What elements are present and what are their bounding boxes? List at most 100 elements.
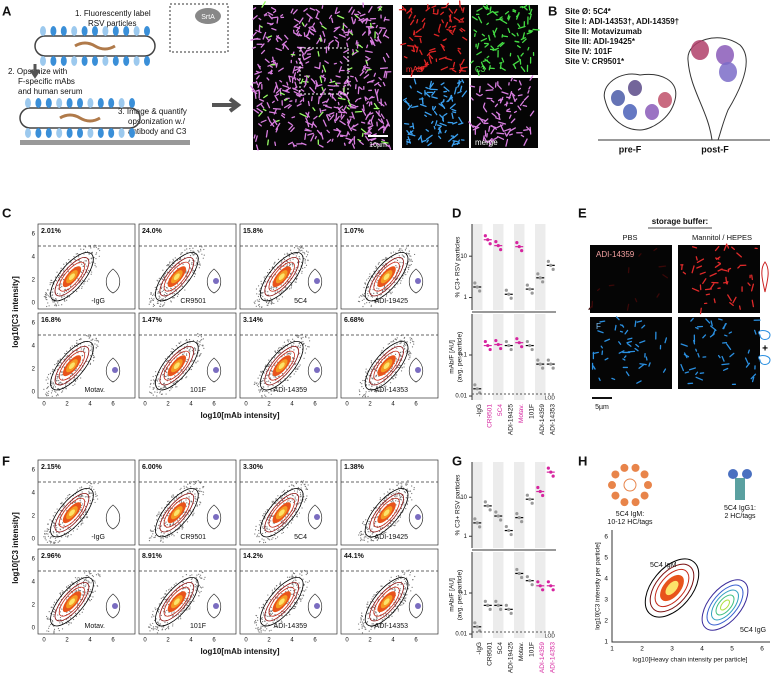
event-dot [96, 495, 98, 497]
particle [407, 44, 415, 47]
site-marker [112, 367, 118, 373]
event-dot [295, 278, 297, 280]
contour [369, 346, 404, 386]
label: 6 [313, 402, 317, 408]
particle [351, 50, 359, 56]
event-dot [190, 268, 192, 270]
event-dot [151, 297, 153, 299]
event-dot [409, 352, 411, 354]
event-dot [190, 500, 192, 502]
event-dot [50, 540, 52, 543]
event-dot [52, 387, 54, 389]
event-dot [164, 298, 166, 301]
contour [383, 509, 390, 517]
event-dot [150, 291, 152, 294]
event-dot [173, 499, 176, 501]
event-dot [394, 286, 396, 288]
particle [370, 36, 375, 44]
event-dot [172, 615, 174, 617]
event-dot [64, 300, 66, 302]
event-dot [82, 608, 85, 610]
event-dot [89, 262, 91, 264]
event-dot [148, 391, 151, 393]
particle [451, 112, 454, 120]
particle [357, 138, 362, 142]
event-dot [82, 495, 84, 497]
label: 0 [32, 301, 36, 307]
event-dot [176, 531, 178, 534]
event-dot [171, 495, 173, 497]
particle [369, 96, 375, 99]
label: 6 [32, 321, 36, 327]
event-dot [66, 589, 68, 592]
event-dot [165, 521, 167, 523]
event-dot [76, 252, 79, 255]
event-dot [262, 380, 264, 382]
event-dot [276, 536, 279, 538]
event-dot [408, 253, 411, 255]
event-dot [369, 531, 371, 533]
event-dot [361, 295, 363, 297]
event-dot [84, 585, 86, 587]
particle [336, 130, 342, 138]
particle [275, 81, 279, 90]
event-dot [157, 626, 159, 628]
event-dot [164, 629, 166, 631]
event-dot [69, 502, 72, 504]
particle [333, 106, 340, 109]
particle [408, 13, 412, 19]
event-dot [60, 523, 62, 525]
flow-plot [239, 312, 338, 399]
particle [287, 121, 293, 126]
event-dot [66, 355, 69, 357]
event-dot [296, 499, 298, 501]
event-dot [377, 279, 379, 281]
particle [254, 71, 263, 75]
event-dot [362, 379, 364, 382]
particle [258, 111, 264, 117]
particle [377, 118, 383, 124]
particle [520, 52, 524, 57]
event-dot [274, 350, 276, 352]
event-dot [157, 301, 159, 303]
flow-plot [138, 548, 237, 635]
event-dot [155, 626, 157, 628]
particle [485, 89, 494, 92]
particle [290, 127, 295, 133]
event-dot [69, 583, 71, 586]
particle [313, 115, 318, 120]
event-dot [287, 500, 289, 502]
event-dot [195, 498, 197, 500]
event-dot [305, 348, 308, 350]
event-dot [294, 253, 296, 255]
event-dot [85, 592, 87, 594]
f-protein [129, 128, 135, 138]
particle [368, 6, 373, 13]
event-dot [56, 535, 58, 537]
event-dot [199, 264, 201, 266]
event-dot [308, 346, 310, 348]
event-dot [94, 501, 96, 504]
event-dot [396, 347, 398, 349]
f-protein [60, 26, 67, 36]
event-dot [258, 290, 261, 292]
event-dot [383, 378, 385, 380]
event-dot [66, 350, 68, 352]
event-dot [394, 345, 396, 347]
event-dot [169, 507, 171, 510]
event-dot [79, 364, 81, 366]
event-dot [168, 264, 170, 266]
particle [433, 33, 440, 37]
particle [306, 75, 310, 78]
particle [383, 70, 387, 79]
event-dot [183, 352, 185, 354]
particle [275, 122, 281, 131]
event-dot [399, 342, 401, 344]
event-dot [254, 622, 256, 624]
f-protein [25, 128, 31, 138]
event-dot [151, 616, 153, 618]
event-dot [48, 540, 50, 542]
particle [259, 25, 263, 28]
particle [496, 132, 505, 135]
event-dot [186, 521, 189, 523]
